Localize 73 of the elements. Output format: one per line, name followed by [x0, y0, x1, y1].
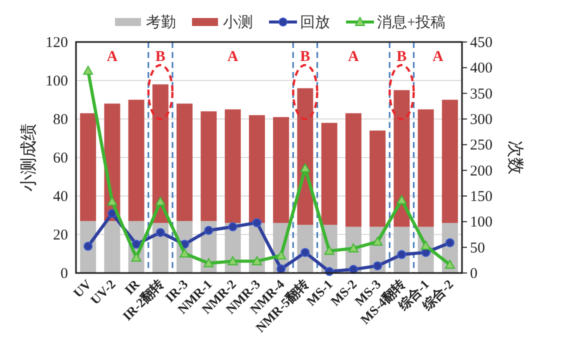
bar — [370, 130, 386, 227]
bar — [248, 115, 265, 223]
point — [300, 248, 310, 257]
annotation: B — [396, 49, 407, 65]
point — [373, 261, 382, 270]
point — [83, 66, 94, 75]
point — [276, 264, 286, 274]
point — [84, 242, 93, 251]
bar — [345, 113, 362, 227]
point — [132, 240, 141, 249]
bar — [176, 104, 193, 222]
bar — [128, 100, 144, 222]
y2-axis-title: 次数 — [506, 140, 525, 174]
legend-label: 考勤 — [146, 14, 176, 31]
point — [276, 250, 286, 260]
point — [420, 240, 431, 250]
annotation: A — [432, 49, 444, 65]
y2-tick-label: 350 — [470, 86, 492, 102]
y2-tick-label: 0 — [470, 266, 478, 282]
point — [108, 208, 117, 218]
point — [155, 196, 166, 206]
y-tick-label: 20 — [53, 228, 68, 244]
bar — [152, 84, 168, 223]
point — [252, 256, 262, 266]
annotation: B — [300, 49, 310, 65]
bar — [224, 109, 241, 223]
y2-tick-label: 50 — [470, 240, 485, 256]
point — [204, 226, 214, 235]
bar — [394, 90, 410, 227]
y2-tick-label: 150 — [470, 189, 492, 205]
point — [252, 218, 262, 228]
point — [372, 236, 383, 246]
annotation: A — [348, 49, 360, 65]
annotation: B — [155, 49, 166, 65]
point — [445, 238, 454, 248]
point — [156, 228, 165, 237]
bar — [321, 122, 338, 225]
bar — [418, 109, 434, 227]
point — [397, 250, 406, 260]
y2-tick-label: 450 — [470, 35, 492, 51]
legend-label: 小测 — [223, 14, 253, 31]
y-tick-label: 100 — [46, 74, 68, 90]
annotation: A — [106, 49, 118, 65]
bar — [200, 111, 217, 222]
y-axis-title: 小测成绩 — [19, 124, 38, 192]
point — [396, 195, 407, 204]
y2-tick-label: 200 — [470, 163, 492, 180]
y-tick-label: 40 — [53, 189, 68, 205]
point — [228, 256, 238, 266]
y-tick-label: 0 — [60, 266, 68, 282]
y-tick-label: 80 — [53, 112, 68, 128]
legend-label: 回放 — [300, 15, 330, 31]
point — [228, 222, 238, 232]
point — [180, 248, 190, 258]
point — [324, 246, 334, 255]
point — [300, 163, 310, 172]
bar — [273, 117, 290, 223]
y-tick-label: 120 — [46, 35, 68, 51]
point — [444, 260, 455, 269]
bar — [80, 113, 96, 222]
point — [348, 243, 358, 252]
legend-label: 消息+投稿 — [377, 14, 446, 31]
y-tick-label: 60 — [53, 150, 68, 166]
annotation: A — [227, 49, 238, 65]
y2-tick-label: 300 — [470, 112, 492, 128]
y2-tick-label: 250 — [470, 138, 492, 154]
point — [204, 258, 214, 268]
bar — [442, 100, 458, 223]
point — [107, 196, 118, 206]
y2-tick-label: 100 — [470, 214, 492, 231]
point — [131, 252, 142, 262]
y2-tick-label: 400 — [470, 60, 492, 77]
bar — [104, 221, 120, 273]
